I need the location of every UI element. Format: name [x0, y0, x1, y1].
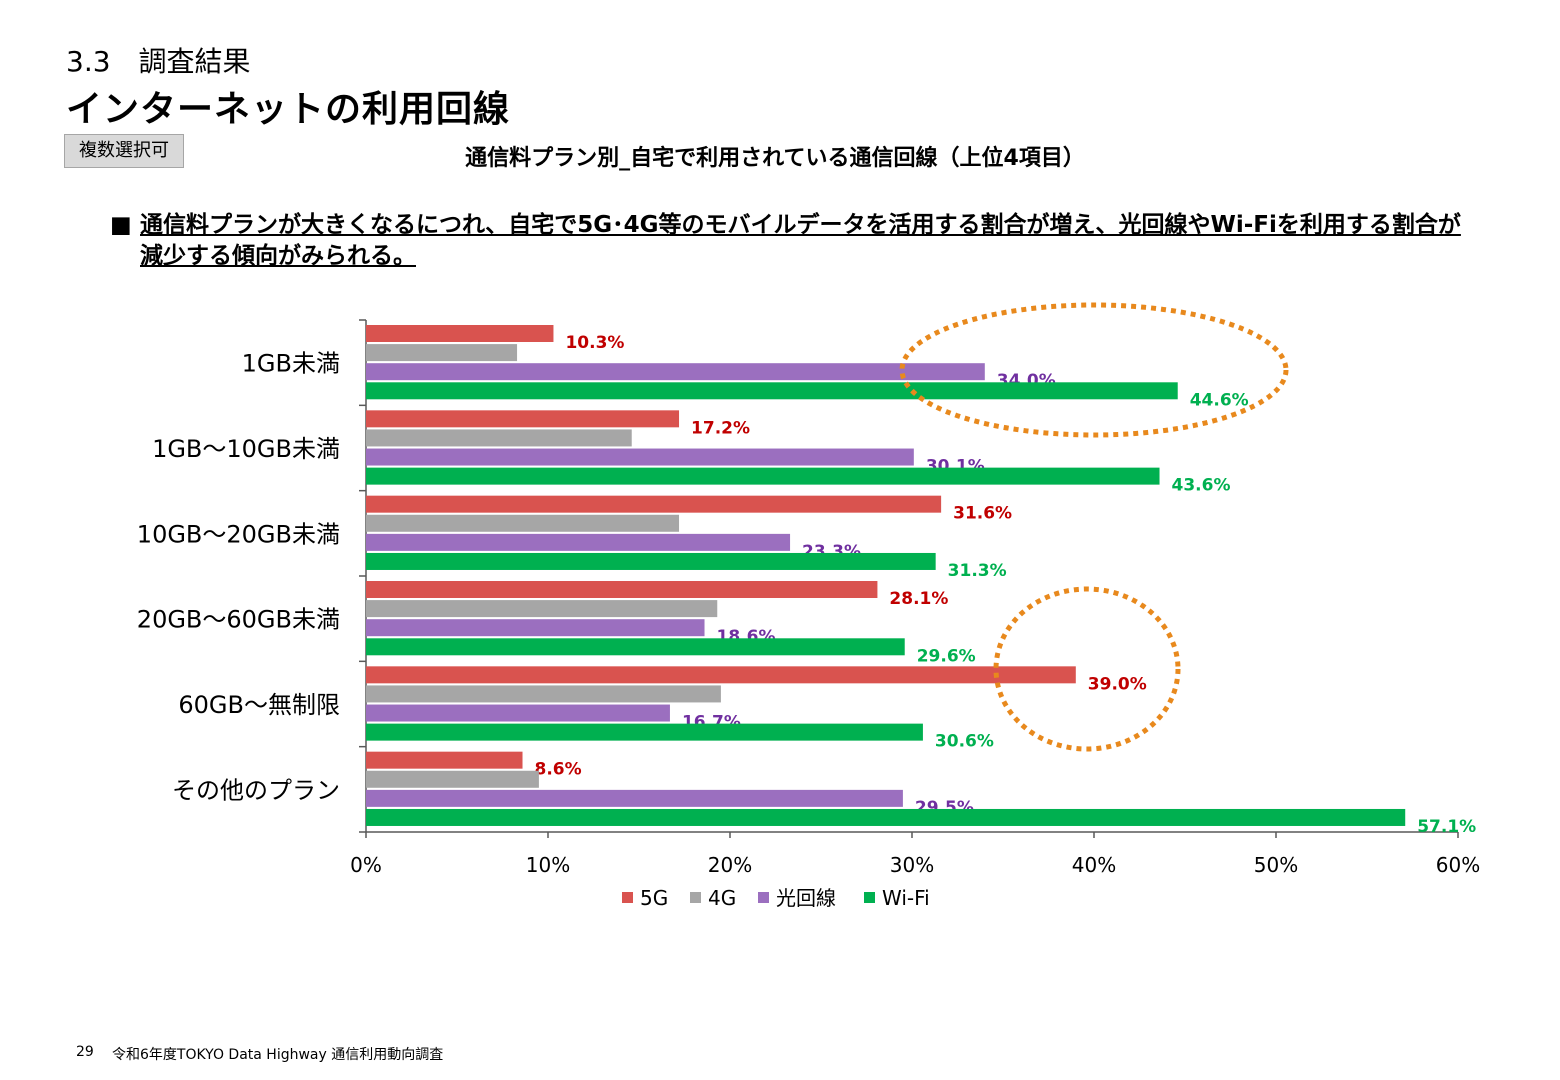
category-label: 60GB～無制限: [178, 691, 340, 719]
page-title: インターネットの利用回線: [66, 89, 511, 130]
legend-swatch: [758, 892, 769, 903]
legend-label: 光回線: [776, 886, 836, 910]
bar-1-3: [366, 600, 718, 618]
x-tick-label: 40%: [1072, 853, 1116, 877]
summary-note: ■ 通信料プランが大きくなるにつれ、自宅で5G･4G等のモバイルデータを活用する…: [110, 210, 1470, 272]
data-label: 8.6%: [535, 760, 582, 780]
bar-2-3: [366, 619, 705, 637]
bar-1-2: [366, 514, 680, 532]
x-tick-label: 30%: [890, 853, 934, 877]
bar-0-1: [366, 410, 680, 428]
data-label: 30.6%: [935, 732, 994, 752]
bar-2-5: [366, 789, 903, 807]
data-label: 31.6%: [953, 504, 1012, 524]
data-label: 43.6%: [1172, 476, 1231, 496]
bar-1-4: [366, 685, 721, 703]
category-label: 10GB～20GB未満: [137, 520, 340, 548]
bar-3-5: [366, 808, 1406, 826]
bar-0-0: [366, 325, 554, 342]
x-tick-label: 10%: [526, 853, 570, 877]
category-label: 1GB～10GB未満: [152, 435, 340, 463]
data-label: 10.3%: [565, 333, 624, 353]
section-heading: 3.3 調査結果: [66, 45, 251, 78]
category-label: その他のプラン: [172, 776, 340, 804]
legend-label: Wi-Fi: [882, 886, 930, 910]
bar-1-5: [366, 770, 539, 788]
bar-2-1: [366, 448, 914, 466]
legend-swatch: [622, 892, 633, 903]
page-number: 29: [76, 1044, 94, 1060]
bar-3-0: [366, 382, 1178, 400]
bar-0-2: [366, 495, 942, 513]
bar-2-2: [366, 533, 791, 551]
x-tick-label: 0%: [350, 853, 382, 877]
highlight-ellipse: [899, 302, 1289, 438]
x-tick-label: 50%: [1254, 853, 1298, 877]
x-tick-label: 60%: [1436, 853, 1480, 877]
bar-2-4: [366, 704, 670, 722]
data-label: 17.2%: [691, 418, 750, 438]
bullet-square-icon: ■: [110, 212, 132, 238]
summary-text: 通信料プランが大きくなるにつれ、自宅で5G･4G等のモバイルデータを活用する割合…: [140, 212, 1461, 269]
chart-title: 通信料プラン別_自宅で利用されている通信回線（上位4項目）: [465, 146, 1085, 171]
highlight-ellipse: [993, 586, 1181, 752]
legend-swatch: [690, 892, 701, 903]
data-label: 31.3%: [948, 561, 1007, 581]
bar-3-3: [366, 638, 905, 656]
category-label: 1GB未満: [242, 350, 340, 378]
bar-3-4: [366, 723, 923, 741]
data-label: 57.1%: [1417, 817, 1476, 837]
multiple-choice-badge: 複数選択可: [64, 134, 184, 168]
bar-2-0: [366, 363, 985, 381]
data-label: 44.6%: [1190, 390, 1249, 410]
data-label: 28.1%: [889, 589, 948, 609]
legend-label: 5G: [640, 886, 668, 910]
bar-3-1: [366, 467, 1160, 485]
category-label: 20GB～60GB未満: [137, 606, 340, 634]
bar-0-3: [366, 581, 878, 598]
data-label: 29.6%: [917, 646, 976, 666]
x-tick-label: 20%: [708, 853, 752, 877]
data-label: 39.0%: [1088, 674, 1147, 694]
bar-3-2: [366, 552, 936, 570]
bar-0-4: [366, 666, 1076, 684]
legend-swatch: [864, 892, 875, 903]
bar-1-1: [366, 429, 632, 447]
bar-1-0: [366, 344, 518, 362]
legend-label: 4G: [708, 886, 736, 910]
footer-source: 令和6年度TOKYO Data Highway 通信利用動向調査: [112, 1047, 444, 1063]
bar-0-5: [366, 751, 523, 769]
